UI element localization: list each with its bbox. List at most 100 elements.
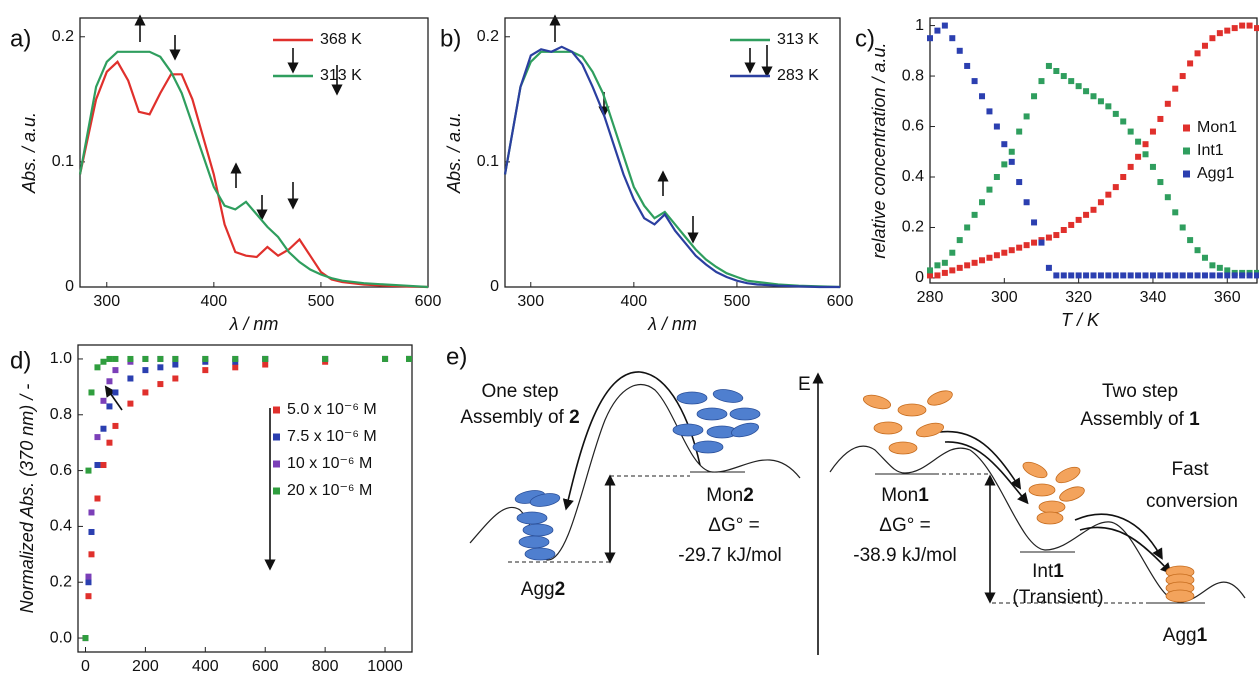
y-tick-label: 0 <box>490 278 499 295</box>
data-point <box>85 573 92 580</box>
data-point <box>1201 42 1208 49</box>
data-point <box>1023 199 1030 206</box>
data-point <box>202 367 209 374</box>
data-point <box>157 381 164 388</box>
data-point <box>1105 103 1112 110</box>
data-point <box>1001 141 1008 148</box>
legend-swatch <box>1183 147 1190 155</box>
y-axis-label: relative concentration / a.u. <box>869 42 889 258</box>
data-point <box>1097 98 1104 105</box>
data-point <box>1142 151 1149 158</box>
data-point <box>88 509 95 516</box>
x-tick-label: 320 <box>1065 289 1092 306</box>
plot-frame <box>929 17 1258 284</box>
data-point <box>1231 272 1238 279</box>
data-point <box>1216 264 1223 271</box>
y-tick-label: 0.6 <box>902 118 924 135</box>
data-point <box>1149 272 1156 279</box>
data-point <box>1068 272 1075 279</box>
data-line <box>78 50 429 289</box>
data-point <box>1083 211 1090 218</box>
data-point <box>979 257 986 264</box>
label-part: Fast <box>1172 459 1210 480</box>
data-point <box>172 375 179 382</box>
label-part: -38.9 kJ/mol <box>853 545 956 566</box>
data-point <box>993 252 1000 259</box>
data-point <box>1149 163 1156 170</box>
plot-frame <box>504 17 841 288</box>
label-part: Mon <box>881 485 918 506</box>
data-point <box>100 425 107 432</box>
data-point <box>1090 272 1097 279</box>
x-tick-label: 200 <box>132 658 159 675</box>
x-tick-label: 0 <box>81 658 90 675</box>
data-point <box>1224 27 1231 34</box>
data-point <box>1164 100 1171 107</box>
data-point <box>993 174 1000 180</box>
y-tick-label: 1 <box>915 17 924 34</box>
data-point <box>1194 247 1201 254</box>
data-point <box>1187 272 1194 279</box>
data-point <box>172 361 179 368</box>
data-point <box>112 389 119 396</box>
data-point <box>964 62 971 69</box>
y-axis-label: Abs. / a.u. <box>444 112 464 194</box>
data-point <box>157 364 164 371</box>
data-point <box>1135 272 1142 279</box>
label-part: 1 <box>1197 625 1208 646</box>
x-tick-label: 800 <box>312 658 339 675</box>
energy-diagram <box>469 371 1246 655</box>
y-axis-label: Abs. / a.u. <box>19 112 39 194</box>
legend-swatch <box>1183 124 1190 132</box>
y-tick-label: 0.8 <box>902 67 924 84</box>
label-part: 1 <box>1053 561 1064 582</box>
diagram-label: -38.9 kJ/mol <box>853 545 956 566</box>
data-point <box>1254 25 1259 32</box>
data-point <box>1097 199 1104 206</box>
y-tick-label: 1.0 <box>50 350 72 367</box>
data-point <box>1135 153 1142 160</box>
diagram-label: conversion <box>1146 491 1238 512</box>
data-point <box>1053 232 1060 239</box>
data-point <box>1097 272 1104 279</box>
data-point <box>262 355 269 362</box>
plot-frame <box>77 344 413 653</box>
x-tick-label: 340 <box>1140 289 1167 306</box>
x-tick-label: 300 <box>93 293 120 310</box>
label-part: 2 <box>555 579 566 600</box>
data-point <box>1172 209 1179 216</box>
data-point <box>1224 272 1231 279</box>
data-point <box>1239 22 1246 29</box>
data-point <box>1053 272 1060 279</box>
legend-swatch <box>1183 170 1190 178</box>
x-tick-label: 600 <box>415 293 442 310</box>
data-point <box>112 422 119 429</box>
data-point <box>971 259 978 266</box>
data-point <box>1127 272 1134 279</box>
data-point <box>934 272 941 279</box>
x-tick-label: 600 <box>827 293 854 310</box>
data-point <box>1031 93 1038 100</box>
data-point <box>927 267 933 274</box>
diagram-label: Agg2 <box>521 579 565 600</box>
x-axis-label: λ / nm <box>647 314 697 334</box>
data-point <box>157 355 164 362</box>
data-point <box>956 237 963 244</box>
data-point <box>1142 272 1149 279</box>
x-axis-label: T / K <box>1061 310 1100 330</box>
x-tick-label: 300 <box>517 293 544 310</box>
data-point <box>382 355 389 362</box>
data-point <box>1216 30 1223 37</box>
data-point <box>964 262 971 269</box>
data-point <box>127 355 134 362</box>
label-part: Agg <box>521 579 555 600</box>
y-tick-label: 0.1 <box>52 153 74 170</box>
data-point <box>232 364 239 371</box>
y-tick-label: 0.4 <box>50 518 72 535</box>
data-point <box>1053 68 1060 74</box>
data-point <box>986 186 993 193</box>
data-point <box>1083 88 1090 95</box>
data-point <box>1045 234 1052 241</box>
data-line <box>503 45 840 289</box>
y-tick-label: 0.1 <box>477 153 499 170</box>
